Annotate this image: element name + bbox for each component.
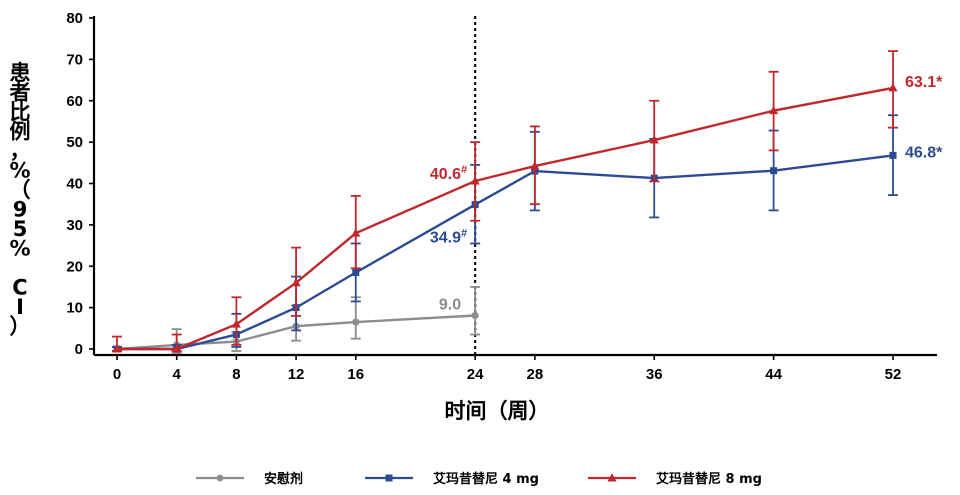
x-tick-label: 44 (765, 366, 782, 383)
x-axis-title: 时间（周） (445, 399, 550, 423)
dose4-end-label: 46.8* (905, 144, 943, 161)
dose8-end-label: 63.1* (905, 74, 943, 91)
series-2 (112, 114, 898, 353)
y-axis-title: 患者比例，%（ 9 5% C I） (9, 61, 30, 339)
series-group (112, 50, 898, 355)
x-tick-label: 36 (646, 366, 663, 383)
x-tick-label: 24 (467, 366, 484, 383)
data-point (649, 135, 659, 144)
legend: 安慰剂 艾玛昔替尼 4 mg 艾玛昔替尼 8 mg (196, 471, 762, 487)
data-point (471, 311, 479, 320)
x-tick-label: 8 (232, 366, 240, 383)
legend-marker (607, 473, 617, 482)
y-tick-label: 60 (66, 93, 83, 110)
data-point (172, 344, 182, 353)
data-labels: 9.0 34.9# 40.6# 46.8* 63.1* (430, 74, 943, 314)
x-tick-label: 52 (885, 366, 902, 383)
y-tick-label: 30 (66, 217, 83, 234)
x-tick-label: 28 (527, 366, 544, 383)
x-tick-label: 16 (347, 366, 364, 383)
data-point (112, 344, 122, 353)
axes: 0 10 20 30 40 50 60 70 80 0 4 8 12 16 24 28 36 44 52 (66, 10, 937, 383)
legend-label: 安慰剂 (264, 471, 303, 487)
data-point (470, 176, 480, 185)
data-point (351, 228, 361, 237)
dose4-week24-label: 34.9# (430, 228, 467, 247)
x-tick-label: 4 (173, 366, 182, 383)
placebo-label: 9.0 (439, 296, 461, 313)
y-tick-label: 10 (66, 300, 83, 317)
data-point (352, 268, 360, 276)
x-tick-label: 0 (113, 366, 121, 383)
legend-item-3: 艾玛昔替尼 8 mg (588, 471, 762, 487)
series-line (116, 314, 476, 351)
legend-label: 艾玛昔替尼 8 mg (656, 471, 762, 487)
series-line (117, 86, 894, 351)
data-point (770, 167, 778, 175)
series-3 (112, 50, 898, 353)
legend-marker (385, 474, 393, 482)
y-tick-label: 40 (66, 176, 83, 193)
data-point (352, 318, 360, 326)
data-point (231, 319, 241, 328)
dose8-week24-label: 40.6# (430, 164, 467, 183)
y-tick-label: 70 (66, 51, 83, 68)
legend-item-2: 艾玛昔替尼 4 mg (365, 471, 539, 487)
x-tick-label: 12 (288, 366, 305, 383)
legend-label: 艾玛昔替尼 4 mg (433, 471, 539, 487)
data-point (888, 82, 898, 92)
data-point (530, 161, 540, 170)
y-tick-label: 50 (66, 134, 83, 151)
y-tick-label: 20 (66, 258, 83, 275)
y-tick-label: 0 (75, 341, 83, 358)
y-tick-label: 80 (66, 10, 83, 27)
legend-item-1: 安慰剂 (196, 471, 303, 487)
data-point (291, 277, 301, 287)
data-point (889, 151, 897, 159)
series-line (117, 154, 894, 351)
legend-marker (216, 474, 224, 482)
data-point (769, 105, 779, 115)
